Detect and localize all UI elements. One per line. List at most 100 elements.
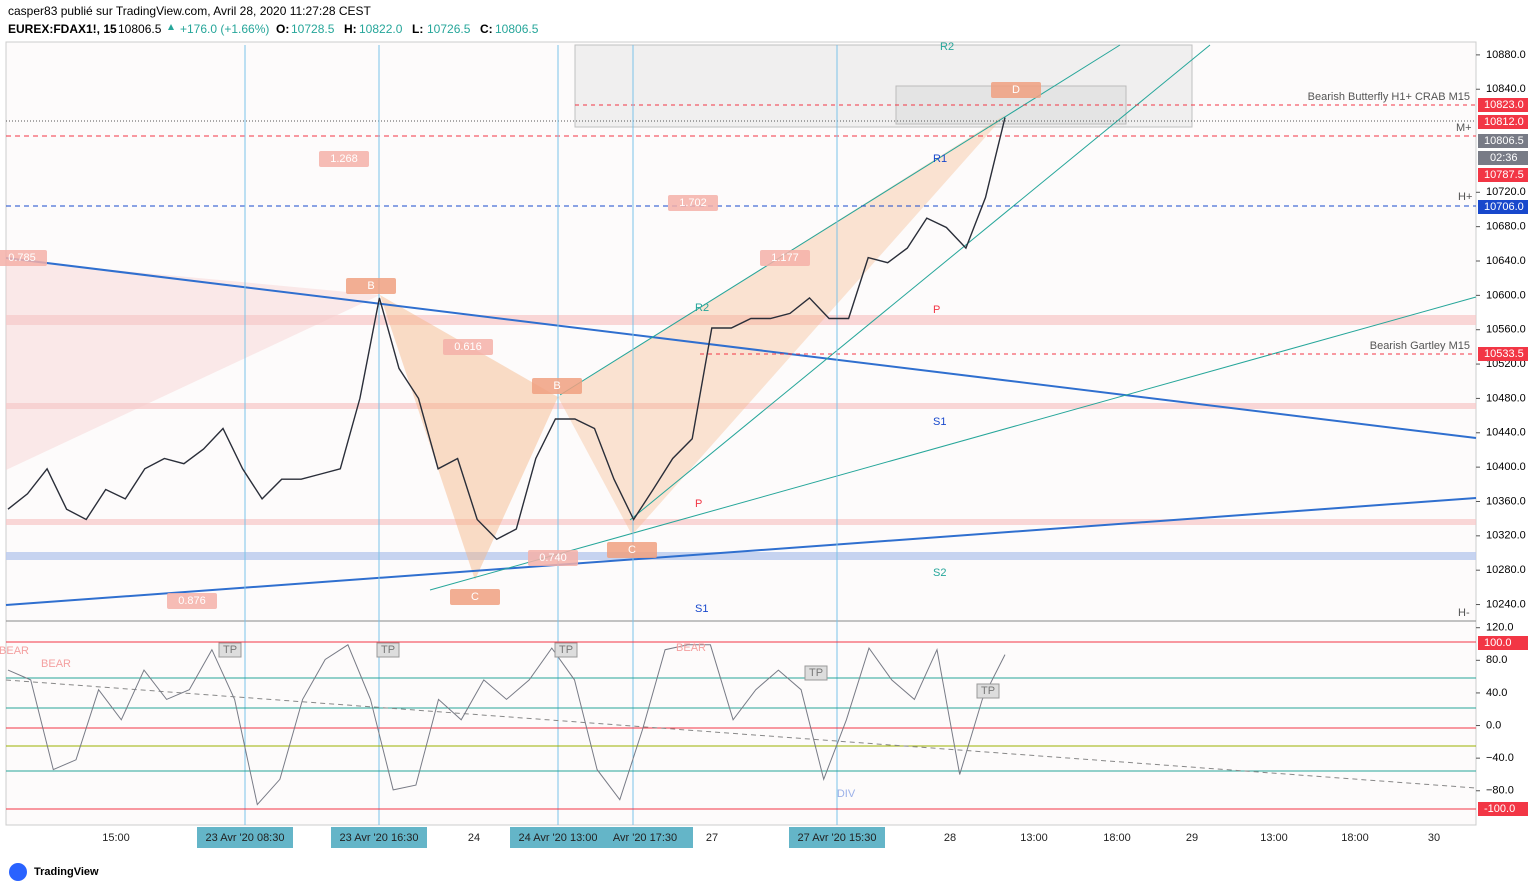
annotation-bg <box>991 82 1041 98</box>
ohlc-label: C: <box>480 22 493 36</box>
price-badge-label: 100.0 <box>1484 637 1512 649</box>
annotation-bg <box>554 642 578 658</box>
price-badge-label: 10823.0 <box>1484 99 1524 111</box>
x-tick-label: 23 Avr '20 08:30 <box>206 832 285 844</box>
ohlc-label: O: <box>276 22 289 36</box>
chart-area <box>5 41 1477 826</box>
x-tick-label: 24 Avr '20 13:00 <box>519 832 598 844</box>
x-tick-label: 13:00 <box>1020 832 1048 844</box>
price-badge <box>1478 636 1528 650</box>
price-badge <box>1478 115 1528 129</box>
annotation-bg <box>346 278 396 294</box>
annotation-bg <box>668 195 718 211</box>
y-tick-label: 10640.0 <box>1486 255 1526 267</box>
x-tick-label: 13:00 <box>1260 832 1288 844</box>
x-tick-label: 24 <box>468 832 480 844</box>
annotation-bg <box>376 642 400 658</box>
price-badge-label: 10812.0 <box>1484 116 1524 128</box>
time-highlight <box>510 827 606 848</box>
price-badge-label: 10787.5 <box>1484 169 1524 181</box>
annotation: BEAR <box>0 645 29 657</box>
price-badge-label: 10806.5 <box>1484 135 1524 147</box>
annotation-bg <box>976 683 1000 699</box>
y-tick-label: 10600.0 <box>1486 289 1526 301</box>
y-tick-label: 10400.0 <box>1486 461 1526 473</box>
annotation-bg <box>532 378 582 394</box>
y-tick-label: −40.0 <box>1486 752 1514 764</box>
annotation-bg <box>0 250 47 266</box>
annotation: 0.785 <box>8 252 36 264</box>
x-tick-label: 23 Avr '20 16:30 <box>340 832 419 844</box>
annotation: BEAR <box>41 658 71 670</box>
x-tick-label: Avr '20 17:30 <box>613 832 677 844</box>
time-highlight <box>789 827 885 848</box>
time-highlight <box>331 827 427 848</box>
y-tick-label: 10840.0 <box>1486 83 1526 95</box>
x-tick-label: 27 Avr '20 15:30 <box>798 832 877 844</box>
annotation: BEAR <box>676 642 706 654</box>
publish-info: casper83 publié sur TradingView.com, Avr… <box>8 4 372 18</box>
annotation-bg <box>450 589 500 605</box>
annotation: P <box>695 498 702 510</box>
symbol: EUREX:FDAX1!, 15 <box>8 22 117 36</box>
y-tick-label: 10360.0 <box>1486 495 1526 507</box>
annotation: 1.268 <box>330 153 358 165</box>
x-tick-label: 18:00 <box>1341 832 1369 844</box>
annotation: TP <box>381 644 395 656</box>
decorations <box>0 24 1540 890</box>
annotation: 0.616 <box>454 341 482 353</box>
last-price: 10806.5 <box>118 22 162 36</box>
price-badge <box>1478 802 1528 816</box>
y-tick-label: 10440.0 <box>1486 427 1526 439</box>
annotation: 0.740 <box>539 552 567 564</box>
y-tick-label: 10240.0 <box>1486 598 1526 610</box>
price-badge-label: 10533.5 <box>1484 348 1524 360</box>
y-tick-label: 10480.0 <box>1486 392 1526 404</box>
annotation: B <box>367 280 374 292</box>
annotation: P <box>933 304 940 316</box>
ohlc-label: H: <box>344 22 357 36</box>
ohlc-value: 10726.5 <box>427 22 471 36</box>
countdown: 02:36 <box>1490 152 1518 164</box>
y-tick-label: 40.0 <box>1486 687 1507 699</box>
x-tick-label: 18:00 <box>1103 832 1131 844</box>
price-badge <box>1478 347 1528 361</box>
ohlc-value: 10822.0 <box>359 22 403 36</box>
y-tick-label: 10680.0 <box>1486 221 1526 233</box>
annotation: R2 <box>695 302 709 314</box>
annotation: 1.177 <box>771 252 799 264</box>
annotation: H+ <box>1458 191 1472 203</box>
price-badge-label: 10706.0 <box>1484 201 1524 213</box>
ohlc-label: L: <box>412 22 423 36</box>
y-tick-label: 10880.0 <box>1486 49 1526 61</box>
annotation-bg <box>319 151 369 167</box>
change: +176.0 (+1.66%) <box>180 22 269 36</box>
ohlc-value: 10806.5 <box>495 22 539 36</box>
annotation-bg <box>443 339 493 355</box>
annotation: H- <box>1458 607 1470 619</box>
annotation: B <box>553 380 560 392</box>
annotation: S1 <box>695 603 708 615</box>
footer-logo: TradingView <box>34 866 99 878</box>
time-highlight <box>597 827 693 848</box>
price-badge <box>1478 134 1528 148</box>
annotation: DIV <box>837 788 856 800</box>
x-tick-label: 29 <box>1186 832 1198 844</box>
annotation: TP <box>809 667 823 679</box>
price-badge <box>1478 200 1528 214</box>
price-badge <box>1478 168 1528 182</box>
annotation-bg <box>528 550 578 566</box>
ohlc-value: 10728.5 <box>291 22 335 36</box>
y-tick-label: −80.0 <box>1486 785 1514 797</box>
annotation: S1 <box>933 416 946 428</box>
price-badge-label: -100.0 <box>1484 803 1515 815</box>
annotation-bg <box>804 665 828 681</box>
annotation: C <box>628 544 636 556</box>
annotation-bg <box>218 642 242 658</box>
annotation: 1.702 <box>679 197 707 209</box>
y-tick-label: 80.0 <box>1486 654 1507 666</box>
annotation: M+ <box>1456 122 1472 134</box>
annotation: S2 <box>933 567 946 579</box>
y-tick-label: 10560.0 <box>1486 324 1526 336</box>
annotation-bg <box>607 542 657 558</box>
